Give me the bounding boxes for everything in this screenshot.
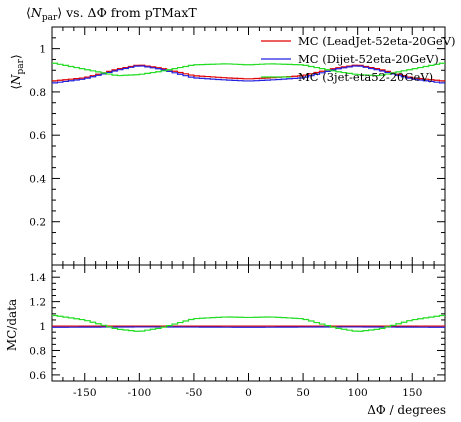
ratio-panel-frame: [51, 264, 446, 382]
ratio-ytick-label: 1.2: [29, 297, 46, 309]
xlabel: ΔΦ / degrees: [367, 403, 446, 417]
ratio-ytick-label: 0.6: [29, 370, 46, 382]
main-ytick-label: 0.4: [29, 173, 46, 185]
main-series-group: [52, 62, 445, 84]
ratio-xtick-label: -150: [73, 387, 97, 399]
ratio-axis-ticks: 0.6 0.8 1 1.2 1.4 -150 -100 -50 0 50 100 150: [29, 264, 446, 399]
legend-label-3jet: MC (3jet-eta52-20GeV): [298, 70, 433, 84]
main-ytick-label: 0.6: [29, 130, 46, 142]
main-axis-ticks: 0.2 0.4 0.6 0.8 1: [29, 26, 446, 266]
ratio-ylabel: MC/data: [5, 299, 19, 351]
ratio-series-line-2: [52, 314, 445, 332]
main-ylabel: ⟨Npar⟩: [9, 54, 26, 89]
main-series-line-2: [52, 62, 445, 77]
legend-label-leadjet: MC (LeadJet-52eta-20GeV): [298, 34, 456, 48]
ratio-xtick-label: 50: [296, 387, 309, 399]
ratio-xtick-label: 0: [245, 387, 252, 399]
ratio-ytick-label: 1: [39, 321, 46, 333]
ratio-xtick-label: -100: [128, 387, 152, 399]
main-series-line-0: [52, 64, 445, 82]
legend-label-dijet: MC (Dijet-52eta-20GeV): [298, 52, 439, 66]
ratio-xtick-label: 150: [402, 387, 422, 399]
ratio-xtick-label: 100: [348, 387, 368, 399]
ratio-ytick-label: 0.8: [29, 345, 46, 357]
main-series-line-1: [52, 65, 445, 84]
ratio-ytick-label: 1.4: [29, 272, 46, 284]
main-ytick-label: 1: [39, 44, 46, 56]
legend: MC (LeadJet-52eta-20GeV) MC (Dijet-52eta…: [261, 34, 456, 84]
ratio-series-group: [52, 314, 445, 332]
main-title: ⟨Npar⟩ vs. ΔΦ from pTMaxT: [26, 5, 197, 23]
main-ytick-label: 0.8: [29, 87, 46, 99]
main-ytick-label: 0.2: [29, 217, 46, 229]
ratio-xtick-label: -50: [185, 387, 202, 399]
